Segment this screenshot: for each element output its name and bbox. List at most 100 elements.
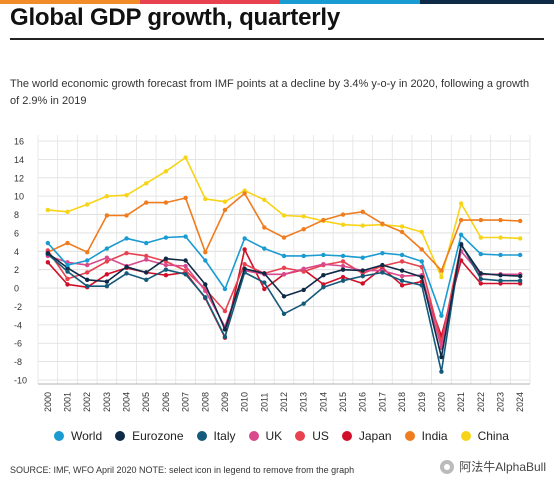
data-point-uk bbox=[203, 288, 208, 294]
data-point-china bbox=[104, 193, 110, 199]
data-point-japan bbox=[104, 272, 110, 277]
data-point-world bbox=[203, 258, 208, 263]
data-point-eurozone bbox=[498, 273, 503, 278]
data-point-world bbox=[439, 313, 444, 318]
wechat-icon bbox=[440, 459, 455, 474]
data-point-italy bbox=[340, 278, 346, 283]
data-point-china bbox=[517, 236, 523, 241]
legend-item-china[interactable]: China bbox=[460, 429, 509, 443]
data-point-italy bbox=[144, 277, 149, 283]
data-point-italy bbox=[262, 280, 267, 285]
data-point-japan bbox=[340, 274, 346, 280]
legend-item-india[interactable]: India bbox=[404, 429, 448, 443]
data-point-world bbox=[85, 258, 90, 263]
data-point-china bbox=[262, 197, 267, 203]
data-point-us bbox=[104, 259, 110, 264]
data-point-eurozone bbox=[144, 270, 149, 275]
data-point-uk bbox=[340, 263, 346, 269]
data-point-eurozone bbox=[439, 354, 444, 360]
data-point-uk bbox=[281, 272, 287, 277]
data-point-china bbox=[439, 274, 444, 280]
data-point-world bbox=[321, 252, 326, 258]
data-point-italy bbox=[85, 284, 90, 289]
data-point-world bbox=[45, 240, 51, 246]
data-point-world bbox=[419, 259, 424, 264]
x-tick-label: 2010 bbox=[240, 392, 250, 412]
x-tick-label: 2005 bbox=[141, 392, 151, 412]
data-point-us bbox=[85, 270, 90, 275]
data-point-world bbox=[104, 246, 110, 251]
data-point-uk bbox=[183, 263, 188, 269]
data-point-us bbox=[124, 250, 129, 256]
y-tick-label: -8 bbox=[14, 357, 22, 367]
y-tick-label: 14 bbox=[14, 155, 24, 165]
x-tick-label: 2021 bbox=[456, 392, 466, 412]
y-tick-label: 16 bbox=[14, 137, 24, 147]
data-point-eurozone bbox=[45, 250, 51, 256]
data-point-china bbox=[163, 169, 169, 174]
data-point-china bbox=[222, 199, 228, 204]
legend-label: Italy bbox=[213, 429, 236, 443]
series-line-india bbox=[47, 192, 521, 272]
data-point-india bbox=[124, 213, 129, 218]
data-point-world bbox=[517, 252, 523, 258]
legend-item-uk[interactable]: UK bbox=[248, 429, 282, 443]
data-point-india bbox=[498, 217, 503, 223]
data-point-china bbox=[478, 235, 483, 240]
data-point-india bbox=[65, 240, 70, 246]
data-point-eurozone bbox=[321, 273, 326, 278]
data-point-uk bbox=[399, 273, 405, 279]
data-point-india bbox=[321, 217, 326, 223]
data-point-us bbox=[183, 268, 188, 273]
y-tick-label: 2 bbox=[14, 265, 19, 275]
data-point-eurozone bbox=[124, 264, 129, 270]
data-point-india bbox=[242, 191, 247, 196]
data-point-india bbox=[203, 250, 208, 255]
series-line-us bbox=[47, 244, 521, 344]
data-point-china bbox=[124, 193, 129, 198]
y-tick-label: -10 bbox=[14, 376, 27, 386]
data-point-uk bbox=[85, 262, 90, 268]
data-point-india bbox=[419, 247, 424, 252]
data-point-world bbox=[360, 255, 365, 260]
legend-label: World bbox=[71, 429, 103, 443]
legend-swatch bbox=[248, 431, 259, 441]
data-point-india bbox=[183, 195, 188, 201]
chart-series bbox=[45, 155, 523, 374]
data-point-italy bbox=[65, 269, 70, 274]
x-tick-label: 2000 bbox=[43, 392, 53, 412]
legend-item-world[interactable]: World bbox=[54, 429, 102, 443]
data-point-world bbox=[124, 236, 129, 241]
data-point-world bbox=[380, 250, 385, 256]
data-point-world bbox=[458, 232, 464, 237]
data-point-us bbox=[281, 265, 287, 271]
legend-label: China bbox=[477, 429, 509, 443]
x-tick-label: 2007 bbox=[181, 392, 191, 412]
chart-subtitle: The world economic growth forecast from … bbox=[10, 78, 530, 107]
data-point-china bbox=[183, 155, 188, 160]
legend-swatch bbox=[341, 431, 352, 441]
data-point-world bbox=[478, 251, 483, 257]
data-point-uk bbox=[301, 266, 306, 271]
y-axis: -10 -8 -6 -4 -2 0 2 4 6 8 10 12 14 16 bbox=[14, 137, 27, 386]
legend-swatch bbox=[196, 431, 207, 441]
data-point-india bbox=[458, 217, 464, 223]
data-point-india bbox=[163, 200, 169, 205]
data-point-italy bbox=[222, 334, 228, 339]
data-point-eurozone bbox=[203, 282, 208, 287]
data-point-italy bbox=[380, 270, 385, 275]
brand-color-bar bbox=[0, 0, 554, 4]
legend-item-eurozone[interactable]: Eurozone bbox=[115, 429, 184, 443]
data-point-eurozone bbox=[360, 268, 365, 273]
data-point-china bbox=[419, 229, 424, 235]
x-tick-label: 2024 bbox=[515, 392, 525, 412]
legend-item-italy[interactable]: Italy bbox=[196, 429, 236, 443]
legend-item-us[interactable]: US bbox=[295, 429, 329, 443]
data-point-eurozone bbox=[517, 273, 523, 279]
legend-swatch bbox=[295, 431, 306, 441]
data-point-us bbox=[222, 308, 228, 314]
legend-item-japan[interactable]: Japan bbox=[341, 429, 392, 443]
y-tick-label: 4 bbox=[14, 247, 19, 257]
data-point-eurozone bbox=[281, 294, 287, 299]
